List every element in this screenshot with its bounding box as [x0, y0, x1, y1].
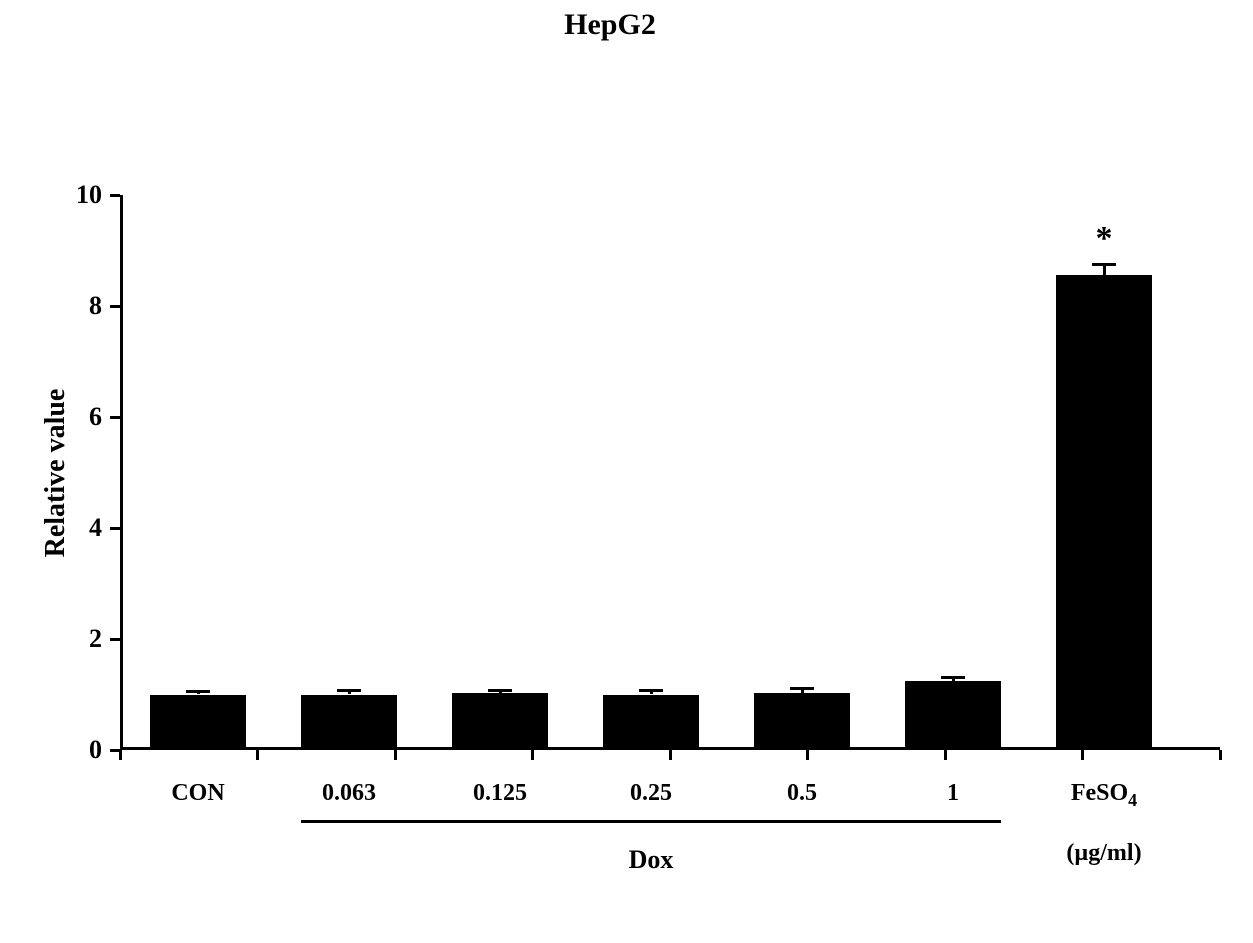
bar [150, 695, 246, 751]
unit-label: (µg/ml) [1024, 840, 1184, 867]
y-tick-label: 2 [42, 624, 102, 654]
error-bar-cap [186, 690, 210, 693]
y-tick-mark [110, 416, 120, 419]
x-tick-mark [394, 750, 397, 760]
significance-marker: * [1084, 220, 1124, 258]
bar [905, 681, 1001, 750]
y-tick-label: 8 [42, 291, 102, 321]
y-tick-mark [110, 638, 120, 641]
x-tick-mark [1219, 750, 1222, 760]
x-tick-mark [256, 750, 259, 760]
error-bar-cap [639, 689, 663, 692]
y-axis-label: Relative value [40, 323, 72, 623]
x-category-label: 0.25 [581, 780, 721, 807]
error-bar-cap [1092, 263, 1116, 266]
y-tick-mark [110, 305, 120, 308]
bar [301, 695, 397, 751]
x-category-label: CON [128, 780, 268, 807]
x-tick-mark [944, 750, 947, 760]
group-label: Dox [551, 845, 751, 875]
error-bar-cap [488, 689, 512, 692]
error-bar-whisker [1103, 264, 1106, 275]
error-bar-cap [790, 687, 814, 690]
x-tick-mark [669, 750, 672, 760]
y-axis-line [120, 195, 123, 750]
y-tick-mark [110, 527, 120, 530]
x-tick-mark [1081, 750, 1084, 760]
y-tick-mark [110, 194, 120, 197]
x-category-label: 0.125 [430, 780, 570, 807]
plot-area: 0246810CON0.0630.1250.250.51*FeSO4Dox(µg… [120, 195, 1220, 750]
group-underline [301, 820, 1001, 823]
bar [754, 693, 850, 750]
chart-title: HepG2 [460, 8, 760, 42]
x-tick-mark [119, 750, 122, 760]
y-tick-label: 10 [42, 180, 102, 210]
bar [452, 693, 548, 750]
x-tick-mark [806, 750, 809, 760]
y-tick-label: 0 [42, 735, 102, 765]
bar [603, 695, 699, 751]
x-category-label: 0.5 [732, 780, 872, 807]
bar [1056, 275, 1152, 750]
x-category-label: FeSO4 [1034, 780, 1174, 811]
x-category-label: 1 [883, 780, 1023, 807]
error-bar-cap [337, 689, 361, 692]
x-tick-mark [531, 750, 534, 760]
error-bar-cap [941, 676, 965, 679]
x-category-label: 0.063 [279, 780, 419, 807]
